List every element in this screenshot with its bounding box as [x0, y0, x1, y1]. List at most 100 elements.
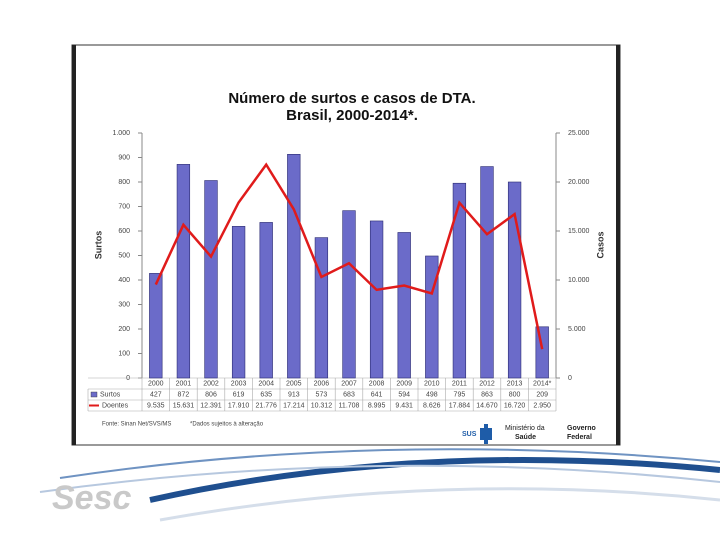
table-value: 872: [178, 391, 190, 398]
x-tick-label: 2009: [396, 380, 412, 387]
table-value: 17.884: [449, 402, 471, 409]
chart-title: Número de surtos e casos de DTA.: [228, 90, 475, 107]
bar: [342, 210, 356, 379]
y-tick-label: 600: [118, 228, 130, 235]
x-tick-label: 2010: [424, 380, 440, 387]
y-tick-label: 500: [118, 252, 130, 259]
legend-swatch: [90, 391, 98, 398]
y2-tick-label: 10.000: [568, 277, 590, 284]
table-value: 9.431: [395, 402, 413, 409]
swoosh: [39, 448, 720, 522]
x-tick-label: 2012: [479, 380, 495, 387]
table-value: 806: [205, 391, 217, 398]
table-value: 795: [454, 391, 466, 398]
table-value: 16.720: [504, 402, 526, 409]
sus-cross: [484, 424, 488, 444]
line: [154, 162, 544, 350]
y-axis-label: Surtos: [93, 231, 103, 260]
x-tick-label: 2004: [258, 380, 274, 387]
swoosh-line: [39, 464, 720, 493]
bar: [397, 232, 411, 379]
table-value: 12.391: [200, 402, 222, 409]
table-value: 863: [481, 391, 493, 398]
table-value: 641: [371, 391, 383, 398]
y-tick-label: 800: [118, 179, 130, 186]
bar: [452, 182, 467, 379]
swoosh-line: [59, 448, 720, 479]
sesc-logo: Sesc: [52, 479, 131, 517]
table-value: 573: [316, 391, 328, 398]
y-tick-label: 900: [118, 154, 130, 161]
table-value: 683: [343, 391, 355, 398]
y-tick-label: 300: [118, 301, 130, 308]
bar: [259, 222, 273, 379]
table-value: 14.670: [476, 402, 498, 409]
x-tick-label: 2008: [369, 380, 385, 387]
table-value: 209: [536, 391, 548, 398]
bar: [149, 273, 163, 379]
bar: [176, 164, 191, 379]
table-value: 10.312: [311, 402, 333, 409]
y2-tick-label: 15.000: [568, 228, 590, 235]
x-tick-label: 2013: [507, 380, 523, 387]
ministry-text: Saúde: [515, 434, 536, 441]
table-value: 15.631: [173, 402, 195, 409]
sus-text: SUS: [462, 431, 477, 438]
y2-tick-label: 25.000: [568, 130, 590, 137]
table-value: 21.776: [255, 402, 277, 409]
source: Fonte: Sinan Net/SVS/MS: [102, 422, 171, 428]
x-tick-label: 2002: [203, 380, 219, 387]
x-tick-label: 2006: [314, 380, 330, 387]
table-value: 800: [509, 391, 521, 398]
table-value: 8.626: [423, 402, 441, 409]
chart-subtitle: Brasil, 2000-2014*.: [286, 107, 418, 124]
table-value: 913: [288, 391, 300, 398]
table-value: 2.950: [533, 402, 551, 409]
y2-tick-label: 0: [568, 375, 572, 382]
y-tick-label: 400: [118, 277, 130, 284]
frame-edge: [72, 45, 76, 445]
y2-tick-label: 20.000: [568, 179, 590, 186]
y-tick-label: 0: [126, 375, 130, 382]
y-tick-label: 700: [118, 203, 130, 210]
table-value: 498: [426, 391, 438, 398]
bar: [314, 237, 329, 379]
sus-logo: SUS: [462, 424, 492, 444]
bar: [425, 255, 439, 379]
table-value: 427: [150, 391, 162, 398]
bar: [369, 220, 384, 379]
swoosh-line: [159, 487, 720, 522]
y-tick-label: 1.000: [112, 130, 130, 137]
bar: [231, 226, 246, 379]
x-tick-label: 2003: [231, 380, 247, 387]
y-tick-label: 200: [118, 326, 130, 333]
bar: [480, 166, 494, 379]
note: *Dados sujeitos à alteração: [190, 422, 264, 428]
table-value: 594: [398, 391, 410, 398]
x-tick-label: 2011: [452, 380, 467, 387]
frame-edge: [616, 45, 620, 445]
y2-axis-label: Casos: [595, 231, 605, 258]
legend-label: Doentes: [102, 402, 129, 409]
table-value: 8.995: [368, 402, 386, 409]
x-tick-label: 2014*: [533, 380, 552, 387]
x-tick-label: 2005: [286, 380, 302, 387]
swoosh-line: [149, 457, 720, 503]
x-tick-label: 2001: [176, 380, 192, 387]
x-tick-label: 2000: [148, 380, 164, 387]
table-value: 619: [233, 391, 245, 398]
bar: [507, 181, 522, 379]
bar: [287, 154, 301, 379]
bar: [204, 180, 218, 379]
legend-label: Surtos: [100, 391, 121, 398]
y-tick-label: 100: [118, 350, 130, 357]
table-value: 17.910: [228, 402, 250, 409]
x-tick-label: 2007: [341, 380, 357, 387]
table-value: 17.214: [283, 402, 305, 409]
y2-tick-label: 5.000: [568, 326, 586, 333]
bar: [535, 326, 549, 379]
table-value: 635: [260, 391, 272, 398]
government-text: Federal: [567, 434, 592, 441]
ministry-text: Ministério da: [505, 425, 545, 432]
